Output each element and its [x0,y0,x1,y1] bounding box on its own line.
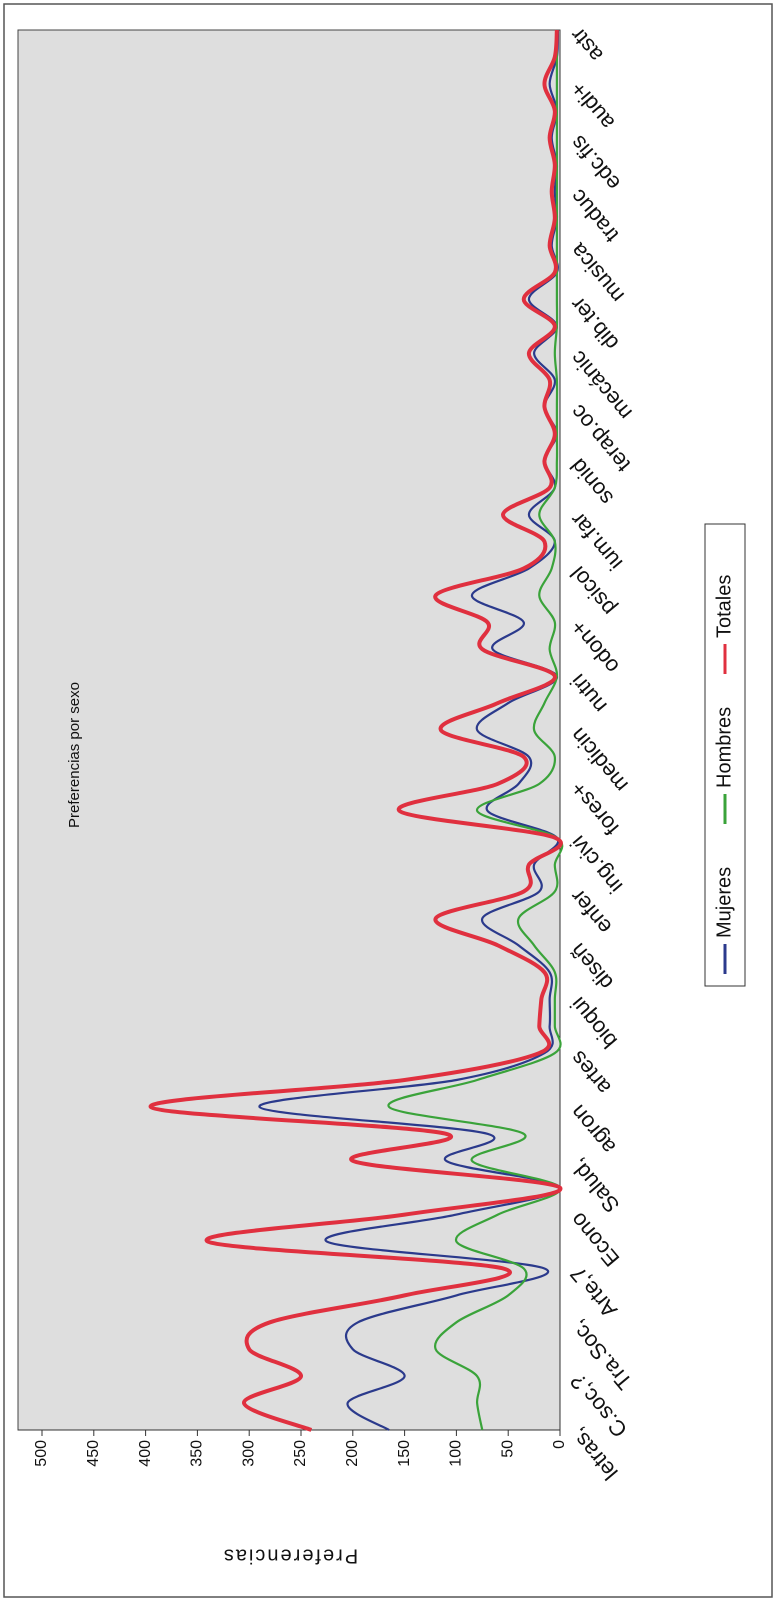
x-tick-label: ing.civi [565,831,627,899]
y-tick-label: 250 [292,1440,309,1467]
y-tick-label: 300 [240,1440,257,1467]
legend-label: Hombres [713,707,735,788]
legend-label: Mujeres [713,867,735,938]
chart-body: Preferencias por sexo Preferencias 0 50 10… [17,23,746,1567]
y-tick-label: 200 [344,1440,361,1467]
x-tick-label: ium.far [565,508,627,576]
y-tick-label: 500 [33,1440,50,1467]
x-tick-label: agron [565,1100,620,1159]
chart-title: Preferencias por sexo [66,682,83,828]
x-tick-label: Arte,7 [565,1262,622,1323]
x-tick-label: audi+ [565,77,619,135]
x-tick-label: Econo [565,1208,624,1272]
y-axis-label: Preferencias [222,1545,358,1567]
frame [3,3,773,1598]
line-series [258,29,562,1431]
y-tick-label: 400 [137,1440,154,1467]
y-tick-label: 100 [448,1440,465,1467]
y-tick-label: 50 [499,1440,516,1458]
plot-area [17,29,561,1431]
y-tick-label: 150 [396,1440,413,1467]
x-tick-label: artes [565,1046,616,1100]
x-tick-label: Salud, [565,1154,624,1218]
line-series [148,29,563,1432]
x-tick-label: musica [565,238,629,308]
x-tick-label: odon+ [565,615,624,678]
x-tick-label: traduc [565,185,623,248]
legend-label: Totales [713,575,735,638]
y-tick-label: 0 [551,1440,568,1449]
y-tick-label: 350 [189,1440,206,1467]
x-tick-label: edc.fis [565,131,625,196]
x-tick-label: bioqui [565,992,622,1053]
legend-box [704,523,746,987]
x-tick-label: astr [565,23,608,67]
x-tick-label: diseñ [565,938,618,994]
y-tick-label: 450 [85,1440,102,1467]
